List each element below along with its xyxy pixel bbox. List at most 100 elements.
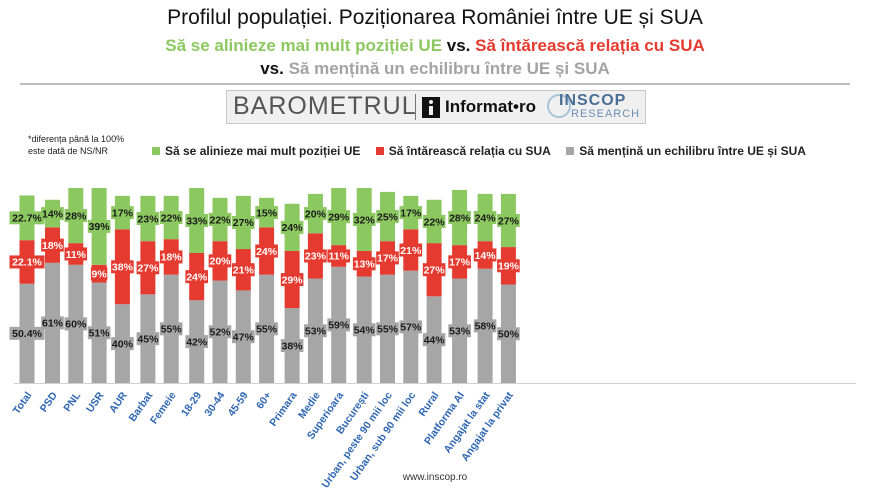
data-label-box-red	[159, 250, 183, 264]
data-label-grey: 47%	[233, 332, 255, 344]
data-label-box-green	[376, 210, 399, 224]
data-label-red: 11%	[66, 249, 87, 261]
data-label-red: 22.1%	[12, 257, 42, 269]
data-label-red: 17%	[377, 253, 399, 265]
informat-icon	[422, 97, 440, 118]
category-label: Total	[11, 390, 35, 417]
data-label-green: 15%	[256, 207, 278, 219]
data-label-box-grey	[64, 317, 88, 331]
data-label-box-red	[64, 247, 88, 261]
data-label-grey: 59%	[328, 320, 350, 332]
data-label-box-grey	[255, 322, 278, 336]
data-label-grey: 50%	[498, 329, 520, 341]
banner-separator	[415, 94, 416, 120]
data-label-box-red	[376, 251, 399, 265]
data-label-green: 14%	[42, 208, 64, 220]
chart-subtitle-1: Să se alinieze mai mult poziției UE vs. …	[0, 36, 870, 56]
chart-title: Profilul populației. Poziționarea Români…	[167, 6, 703, 29]
data-label-grey: 52%	[209, 327, 231, 339]
data-label-red: 24%	[256, 246, 278, 258]
data-label-red: 11%	[328, 251, 349, 263]
data-label-red: 13%	[354, 259, 376, 271]
data-label-red: 19%	[498, 261, 520, 273]
data-label-red: 27%	[137, 263, 159, 275]
data-label-green: 22.7%	[12, 213, 42, 225]
data-label-grey: 42%	[186, 336, 208, 348]
data-label-box-grey	[352, 323, 376, 337]
data-label-green: 17%	[400, 207, 422, 219]
data-label-box-grey	[41, 316, 64, 330]
data-label-green: 22%	[209, 214, 231, 226]
data-label-green: 23%	[137, 213, 159, 225]
data-label-red: 17%	[449, 257, 471, 269]
data-label-box-grey	[232, 330, 255, 344]
footnote-line-1: *diferența până la 100%	[28, 134, 125, 144]
data-label-grey: 51%	[89, 328, 111, 340]
data-label-box-grey	[9, 326, 45, 340]
data-label-grey: 61%	[42, 318, 64, 330]
data-label-box-grey	[208, 325, 232, 339]
data-label-box-red	[280, 273, 304, 287]
data-label-box-green	[304, 207, 327, 221]
data-label-box-grey	[136, 332, 160, 346]
data-label-box-grey	[111, 337, 134, 351]
legend-swatch-grey	[566, 147, 575, 155]
data-label-green: 28%	[65, 210, 87, 222]
data-label-grey: 50.4%	[12, 328, 42, 340]
data-label-box-grey	[473, 319, 497, 333]
legend-item-us: Să întărească relația cu SUA	[375, 144, 551, 158]
data-label-green: 24%	[475, 212, 497, 224]
data-label-grey: 53%	[305, 326, 327, 338]
data-label-box-green	[473, 211, 497, 225]
data-label-red: 23%	[305, 251, 327, 263]
category-label: PNL	[61, 389, 83, 414]
legend-label-us: Să întărească relația cu SUA	[388, 144, 551, 158]
data-label-box-red	[473, 248, 497, 262]
data-label-grey: 55%	[377, 324, 399, 336]
data-label-box-grey	[376, 322, 399, 336]
informat-logo-text: Informat•ro	[445, 97, 536, 116]
category-label: 30-44	[202, 390, 227, 419]
data-label-grey: 40%	[112, 338, 134, 350]
category-label: Rural	[416, 390, 441, 419]
data-label-box-grey	[185, 335, 208, 349]
data-label-red: 18%	[42, 240, 64, 252]
data-label-box-red	[352, 257, 376, 271]
data-label-box-red	[208, 254, 232, 268]
inscop-research-text: RESEARCH	[571, 108, 641, 120]
title-divider	[20, 83, 850, 85]
data-label-box-red	[497, 259, 520, 273]
data-label-green: 22%	[161, 212, 183, 224]
data-label-green: 28%	[449, 212, 471, 224]
legend: Să se alinieze mai mult poziției UE Să î…	[152, 144, 818, 158]
data-label-box-green	[280, 220, 304, 234]
data-label-grey: 55%	[161, 324, 183, 336]
category-label: PSD	[38, 389, 60, 414]
data-label-green: 22%	[424, 216, 446, 228]
data-label-box-red	[111, 260, 134, 274]
subtitle-vs-2: vs.	[260, 59, 289, 78]
subtitle-balance-option: Să mențină un echilibru între UE și SUA	[288, 59, 610, 78]
data-label-green: 33%	[186, 215, 208, 227]
subtitle-us-option: Să întărească relația cu SUA	[475, 36, 705, 55]
data-label-red: 21%	[233, 265, 255, 277]
chart-subtitle-2: vs. Să mențină un echilibru între UE și …	[0, 59, 870, 79]
category-label: USR	[84, 389, 107, 414]
data-label-green: 39%	[89, 221, 111, 233]
data-label-red: 18%	[161, 252, 183, 264]
legend-item-eu: Să se alinieze mai mult poziției UE	[152, 144, 360, 158]
subtitle-eu-option: Să se alinieze mai mult poziției UE	[165, 36, 443, 55]
data-label-box-grey	[280, 339, 304, 353]
data-label-green: 29%	[328, 211, 350, 223]
data-label-grey: 44%	[424, 334, 446, 346]
data-label-box-red	[327, 249, 350, 263]
data-label-green: 24%	[282, 222, 304, 234]
data-label-red: 21%	[400, 245, 422, 257]
data-label-box-grey	[327, 318, 350, 332]
data-label-box-green	[399, 206, 423, 220]
data-label-box-red	[41, 238, 64, 252]
data-label-box-grey	[159, 322, 183, 336]
data-label-box-green	[185, 213, 208, 227]
footnote: *diferența până la 100% este dată de NS/…	[28, 133, 124, 157]
data-label-red: 24%	[186, 271, 208, 283]
